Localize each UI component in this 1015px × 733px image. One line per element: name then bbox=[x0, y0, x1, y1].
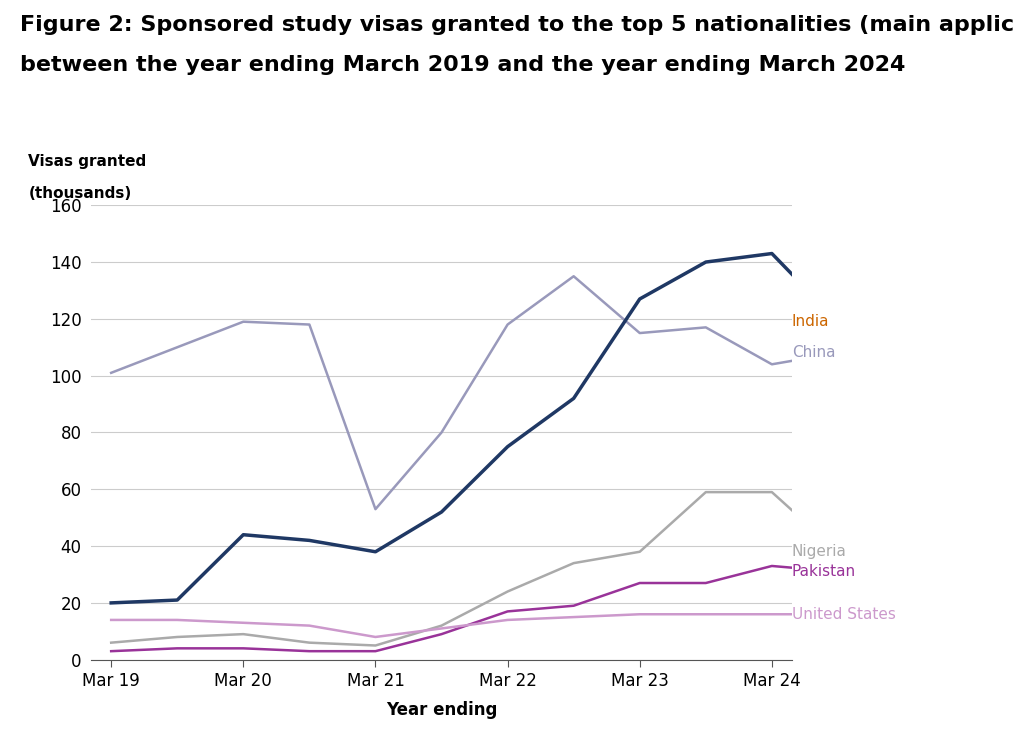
Text: Nigeria: Nigeria bbox=[792, 545, 847, 559]
Text: China: China bbox=[792, 345, 835, 361]
Text: India: India bbox=[792, 314, 829, 329]
Text: Pakistan: Pakistan bbox=[792, 564, 856, 579]
Text: United States: United States bbox=[792, 607, 895, 622]
Text: between the year ending March 2019 and the year ending March 2024: between the year ending March 2019 and t… bbox=[20, 55, 905, 75]
X-axis label: Year ending: Year ending bbox=[386, 701, 497, 718]
Text: (thousands): (thousands) bbox=[28, 185, 132, 201]
Text: Visas granted: Visas granted bbox=[28, 154, 146, 169]
Text: Figure 2: Sponsored study visas granted to the top 5 nationalities (main applica: Figure 2: Sponsored study visas granted … bbox=[20, 15, 1015, 34]
